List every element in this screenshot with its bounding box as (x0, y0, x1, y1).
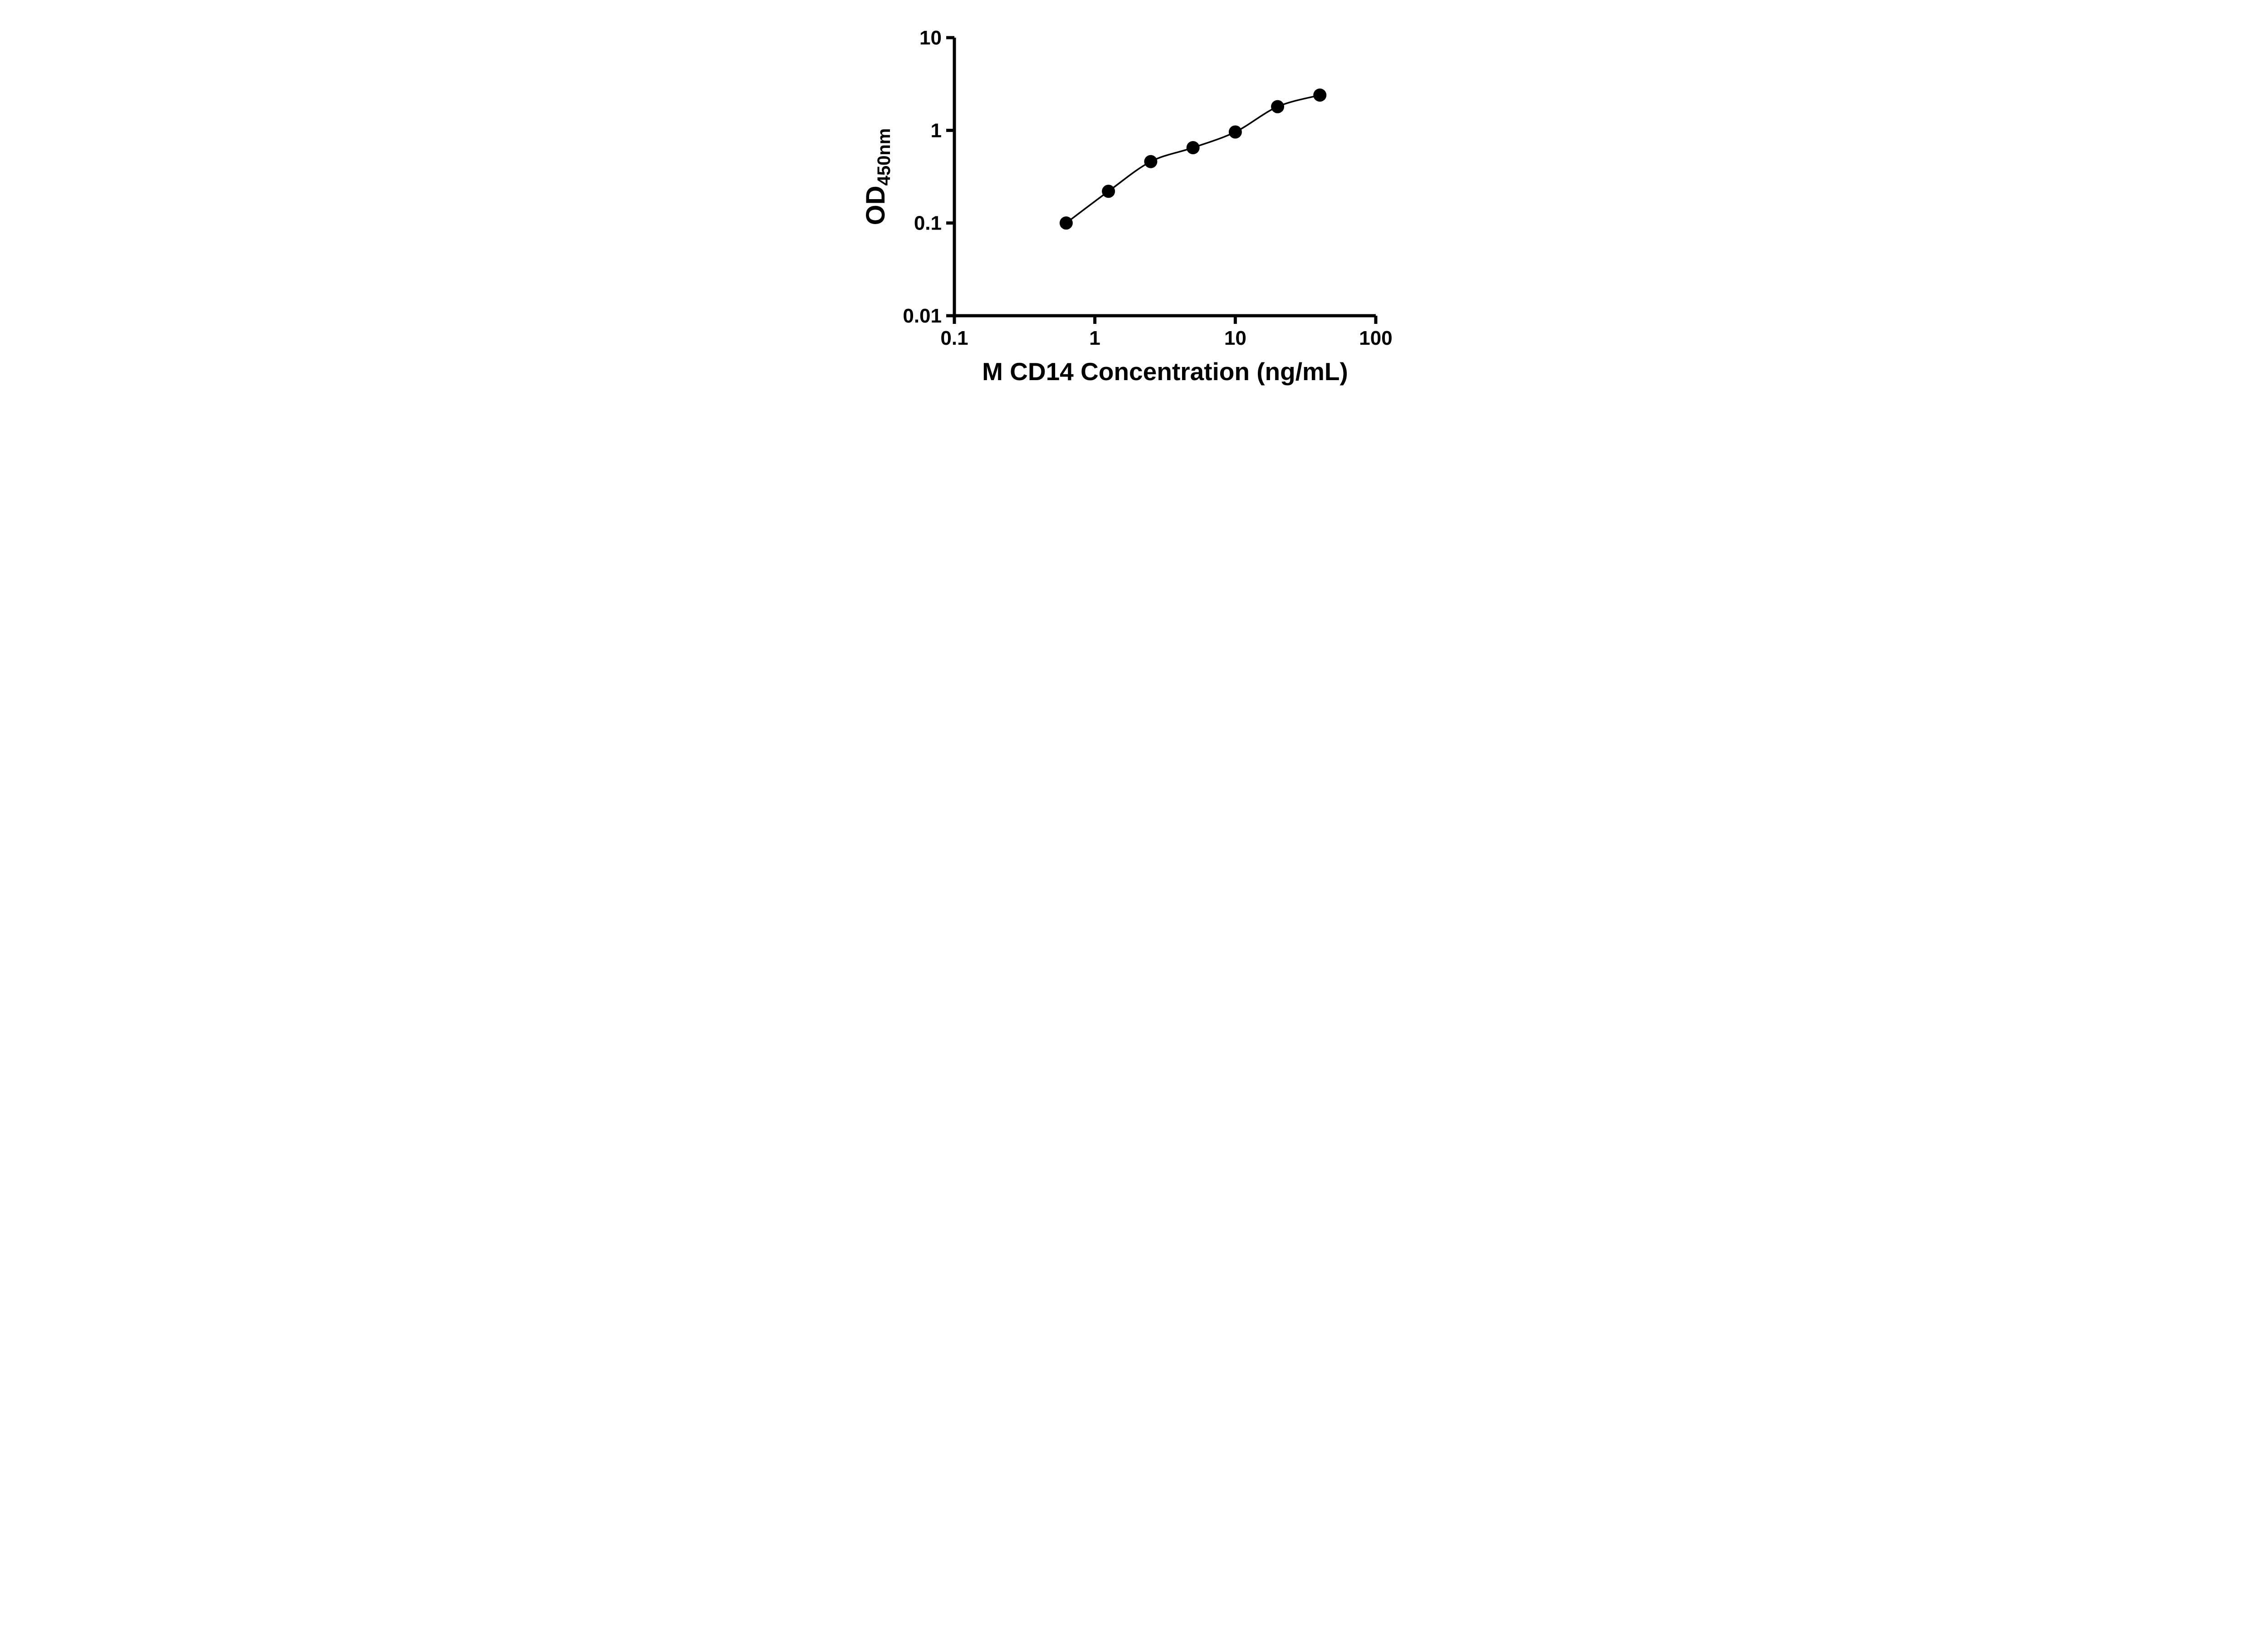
data-point (1313, 88, 1326, 102)
x-tick-label: 10 (1224, 327, 1246, 349)
y-tick-label: 0.01 (903, 305, 942, 327)
data-point (1228, 125, 1242, 139)
axes (953, 38, 1376, 318)
data-point (1059, 216, 1073, 230)
x-tick-label: 100 (1359, 327, 1392, 349)
data-point (1271, 100, 1284, 113)
standard-curve-line (1065, 94, 1320, 224)
data-point (1186, 141, 1200, 155)
y-axis-title-subscript: 450nm (874, 128, 894, 186)
y-tick-label: 1 (930, 119, 941, 142)
data-point (1144, 155, 1157, 168)
y-axis-title: OD450nm (861, 128, 894, 225)
y-tick-label: 10 (919, 27, 942, 49)
standard-curve-figure: 0.1 1 10 100 0.01 0.1 1 10 M CD14 Concentration … (842, 0, 1426, 408)
x-tick-label: 1 (1089, 327, 1100, 349)
data-point (1101, 185, 1115, 198)
x-axis-title: M CD14 Concentration (ng/mL) (982, 357, 1348, 386)
y-tick-label: 0.1 (914, 212, 941, 235)
y-axis-title-main: OD (861, 186, 890, 225)
x-tick-label: 0.1 (940, 327, 968, 349)
